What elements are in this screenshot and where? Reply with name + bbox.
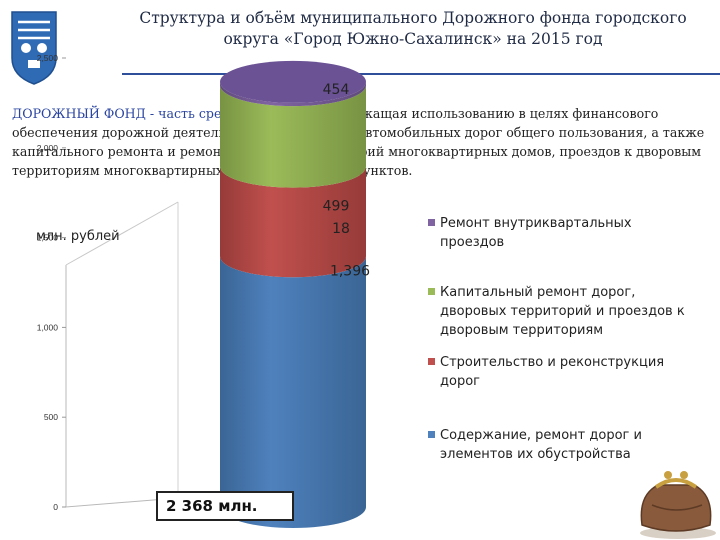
data-label: 499: [323, 199, 350, 215]
chart-back-wall-edge: [65, 265, 179, 508]
data-labels: 1,396 499 454 18: [323, 82, 370, 279]
y-axis: 0 500 1,000 1,500 2,000 2,500: [37, 53, 66, 512]
city-emblem-icon: [11, 11, 57, 85]
y-tick-label: 1,000: [37, 322, 59, 332]
bar-top-cap: [220, 60, 366, 103]
bar-segment: [220, 85, 366, 188]
legend-label: дворовых территорий и проездов к: [440, 304, 685, 319]
y-tick-label: 1,500: [37, 233, 59, 243]
legend-label: Строительство и реконструкция: [440, 355, 664, 370]
legend-label: дорог: [440, 374, 480, 389]
data-label: 1,396: [330, 263, 370, 279]
legend-swatch: [428, 219, 435, 226]
data-label: 454: [323, 82, 350, 98]
bar-segment: [220, 256, 366, 528]
legend-swatch: [428, 358, 435, 365]
legend-label: Содержание, ремонт дорог и: [440, 428, 642, 443]
money-purse-icon: [640, 471, 716, 539]
unit-label: млн. рублей: [36, 229, 120, 244]
title-line-1: Структура и объём муниципального Дорожно…: [139, 9, 687, 27]
title-divider: [122, 73, 720, 75]
legend-label: Ремонт внутриквартальных: [440, 216, 632, 231]
chart-top-edge: [65, 201, 179, 266]
legend-label: элементов их обустройства: [440, 447, 631, 462]
legend-label: Капитальный ремонт дорог,: [440, 285, 635, 300]
chart-walls: [65, 201, 179, 508]
data-label: 18: [332, 221, 350, 237]
title-line-2: округа «Город Южно-Сахалинск» на 2015 го…: [223, 30, 603, 48]
page-title: Структура и объём муниципального Дорожно…: [118, 8, 708, 50]
stacked-cylinder: [220, 60, 366, 528]
y-tick-label: 2,500: [37, 53, 59, 63]
bar-segment: [220, 166, 366, 278]
total-amount-box: 2 368 млн.: [156, 491, 294, 521]
y-tick-label: 500: [44, 412, 58, 422]
legend-swatch: [428, 431, 435, 438]
y-tick-label: 2,000: [37, 143, 59, 153]
legend-label: проездов: [440, 235, 504, 250]
chart-legend: Ремонт внутриквартальных проездов Капиталь…: [428, 216, 685, 462]
legend-label: дворовым территориям: [440, 323, 603, 338]
legend-swatch: [428, 288, 435, 295]
y-tick-label: 0: [53, 502, 58, 512]
